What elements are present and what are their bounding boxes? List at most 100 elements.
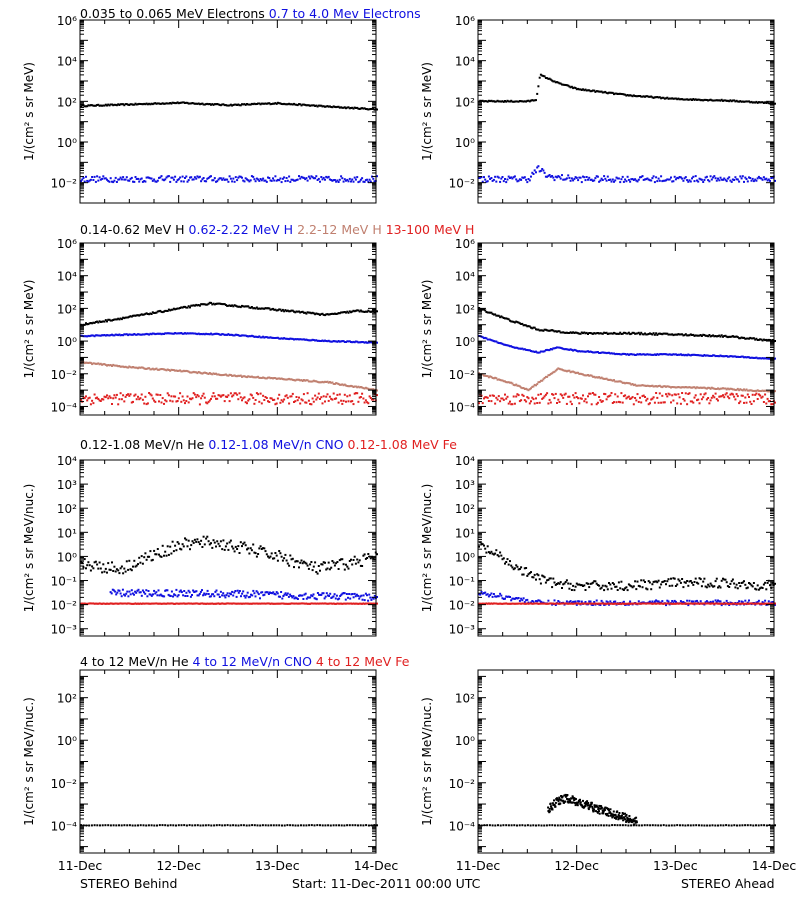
data-point [160,333,163,336]
data-point [192,602,195,605]
data-point [343,602,346,605]
data-point [734,335,737,338]
data-point [591,332,594,335]
data-point [361,602,364,605]
data-point [233,374,236,377]
y-tick-label: 10⁴ [455,55,475,69]
data-point [558,582,561,585]
data-point [252,543,255,546]
data-point [501,397,504,400]
data-point [538,351,541,354]
data-point [179,589,182,592]
data-point [343,178,346,181]
data-point [614,393,617,396]
data-point [743,100,745,103]
data-point [689,580,692,582]
data-point [203,180,206,183]
data-point [528,388,531,391]
data-point [570,331,573,334]
data-point [112,181,115,184]
data-point [672,399,675,402]
data-point [223,104,226,107]
data-point [557,367,560,370]
data-point [274,602,277,605]
data-point [138,366,141,369]
data-point [532,326,535,329]
data-point [280,309,283,312]
data-point [140,366,143,369]
data-point [558,346,561,349]
data-point [527,601,530,604]
data-point [336,382,339,385]
data-point [637,331,640,334]
data-point [348,107,351,110]
data-point [751,393,754,396]
data-point [755,337,758,340]
data-point [269,179,272,182]
data-point [720,355,723,358]
data-point [376,108,378,111]
data-point [233,591,236,594]
data-point [114,176,117,179]
data-point [585,374,588,377]
data-point [325,340,328,342]
data-point [301,399,304,402]
data-point [358,310,361,313]
data-point [135,564,138,567]
data-point [730,355,733,358]
data-point [154,368,157,371]
data-point [704,387,707,390]
data-point [290,595,293,597]
data-point [543,576,546,579]
data-point [340,175,343,178]
data-point [246,548,248,551]
data-point [500,554,503,557]
data-point [741,336,744,339]
data-point [174,544,177,547]
data-point [273,398,276,401]
data-point [108,364,111,367]
data-point [569,179,572,182]
data-point [145,367,148,370]
data-point [554,175,557,178]
data-point [594,177,597,180]
data-point [767,400,770,403]
data-point [718,388,721,391]
data-point [247,547,250,550]
data-point [516,565,519,568]
data-point [671,394,674,397]
data-point [610,392,613,394]
data-point [259,336,262,339]
data-point [364,592,367,595]
data-point [98,561,101,564]
data-point [500,315,503,318]
data-point [609,352,612,355]
data-point [350,180,352,183]
data-point [558,367,561,370]
data-point [549,348,552,350]
data-point [113,602,116,605]
data-point [262,376,265,379]
data-point [552,577,555,580]
data-point [752,101,755,104]
data-point [213,177,216,180]
data-point [207,593,210,595]
data-point [740,582,743,584]
data-point [232,334,235,337]
data-point [677,353,680,356]
data-point [591,351,594,354]
data-point [510,403,513,406]
data-point [127,595,130,598]
data-point [319,104,321,107]
data-point [631,178,634,180]
data-point [187,401,190,404]
data-point [200,333,203,335]
data-point [311,338,314,341]
data-point [657,332,660,335]
data-point [230,593,232,596]
data-point [509,560,511,563]
data-point [312,312,315,315]
data-point [218,103,221,106]
data-point [724,178,727,181]
data-point [209,595,212,598]
